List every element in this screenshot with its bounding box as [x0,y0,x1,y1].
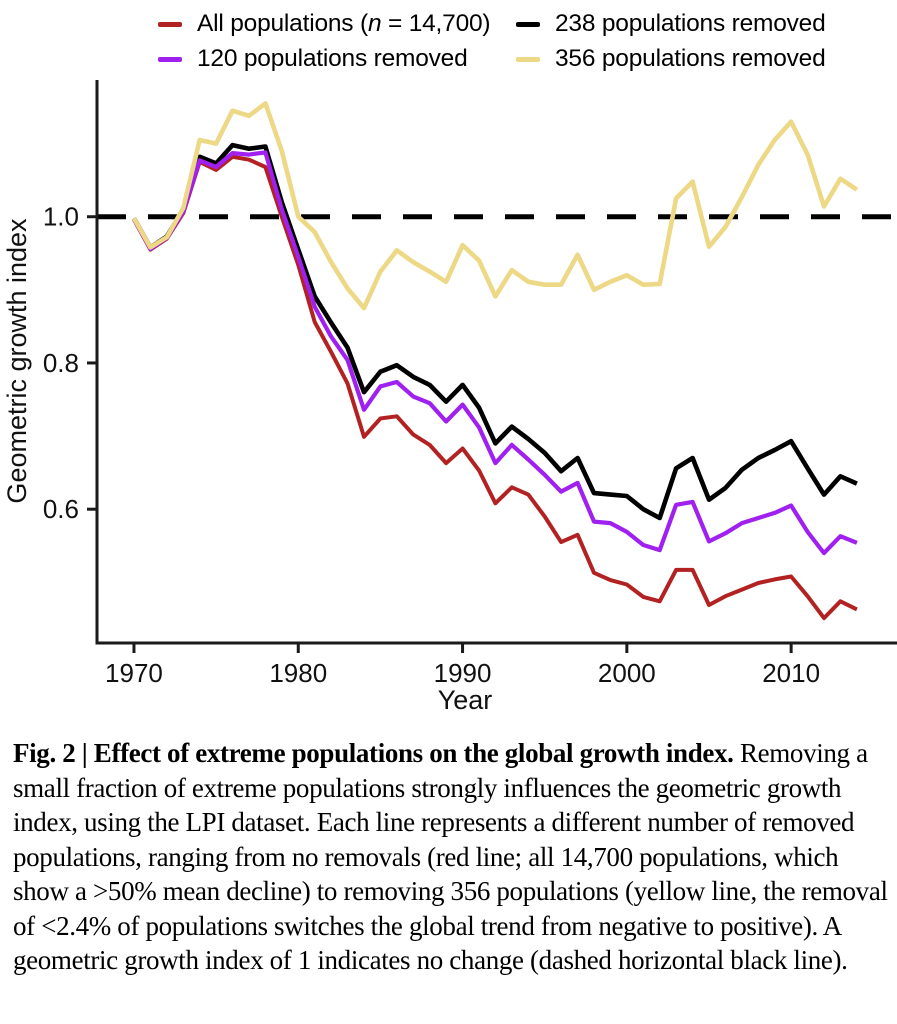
legend-item-356-removed: 356 populations removed [516,45,826,73]
x-tick-label: 1980 [269,658,327,688]
legend-label-238-removed: 238 populations removed [555,10,826,37]
figure-caption: Fig. 2 | Effect of extreme populations o… [13,736,889,978]
legend-key-356-removed [516,56,540,62]
x-axis-label: Year [438,685,493,715]
x-tick-label: 1970 [105,658,163,688]
legend-label-356-removed: 356 populations removed [555,45,826,72]
caption-title: Fig. 2 | Effect of extreme populations o… [13,738,734,768]
chart-legend: All populations (n = 14,700) 238 populat… [158,10,826,73]
legend-label-120-removed: 120 populations removed [197,45,468,72]
series-line-120-removed [132,150,858,556]
y-tick-label: 0.8 [43,348,79,378]
y-tick-label: 1.0 [43,202,79,232]
y-axis-label: Geometric growth index [2,218,32,504]
legend-key-238-removed [516,21,540,27]
x-tick-label: 1990 [434,658,492,688]
legend-item-all-populations: All populations (n = 14,700) [158,10,516,38]
legend-label-all-populations: All populations (n = 14,700) [197,10,491,37]
legend-key-all-populations [158,21,182,27]
x-tick-label: 2010 [762,658,820,688]
legend-key-120-removed [158,56,182,62]
series-line-all-populations [132,154,858,621]
series-line-238-removed [131,142,858,521]
legend-item-238-removed: 238 populations removed [516,10,826,38]
growth-index-line-chart: 1.0 0.8 0.6 1970 1980 1990 2000 2010 Year Geomet… [2,80,897,715]
caption-body: Removing a small fraction of extreme pop… [13,738,888,975]
x-tick-label: 2000 [598,658,656,688]
legend-item-120-removed: 120 populations removed [158,45,516,73]
series-line-356-removed [131,101,859,311]
y-tick-label: 0.6 [43,494,79,524]
